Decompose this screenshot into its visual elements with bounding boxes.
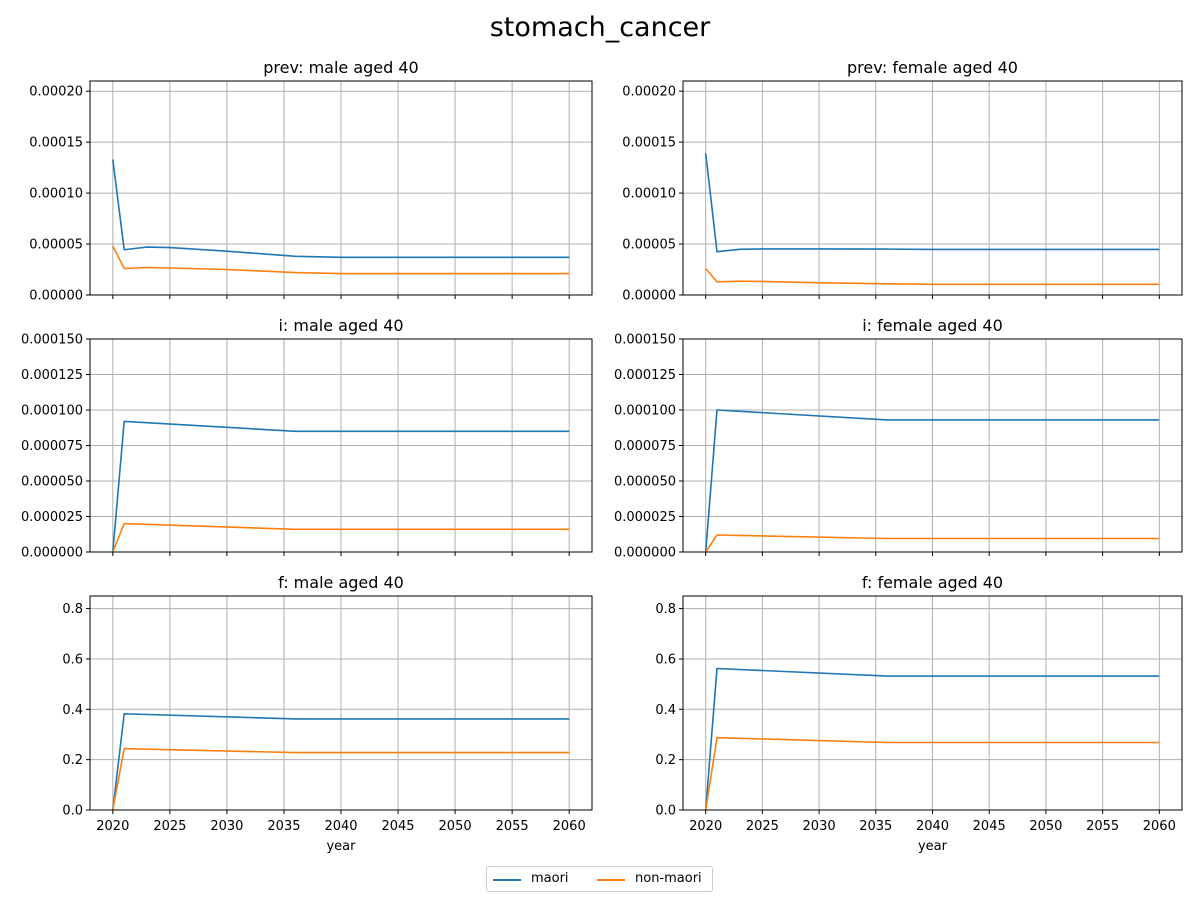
subplot-3: 0.000000 0.000025 0.000050 0.000075 0.000100… [21, 316, 593, 561]
series-line-maori [112, 420, 570, 553]
y-tick-label: 0.0 [655, 804, 676, 819]
y-tick-label: 0.000100 [21, 404, 83, 419]
x-tick-label: 2020 [96, 819, 129, 834]
series-line-non-maori [705, 267, 1160, 286]
subplot-title: prev: female aged 40 [847, 58, 1018, 77]
subplot-title: i: male aged 40 [278, 316, 403, 335]
y-tick-label: 0.2 [655, 753, 676, 768]
subplot-5: 0.0 0.2 0.4 0.6 0.8 2020 2025 2030 2035 2040 2045 2… [62, 573, 593, 854]
subplot-1: 0.00000 0.00005 0.00010 0.00015 0.00020 prev:… [29, 58, 593, 304]
y-tick-label: 0.8 [655, 602, 676, 617]
y-tick-label: 0.000125 [614, 368, 676, 383]
legend-label-maori: maori [531, 871, 569, 886]
y-tick-label: 0.00015 [622, 136, 676, 151]
y-tick-label: 0.0 [62, 804, 83, 819]
series-line-maori [112, 159, 570, 259]
y-tick-label: 0.000025 [614, 510, 676, 525]
y-tick-label: 0.000000 [21, 546, 83, 561]
y-tick-label: 0.000125 [21, 368, 83, 383]
x-tick-label: 2035 [859, 819, 892, 834]
y-tick-label: 0.00015 [29, 136, 83, 151]
y-tick-label: 0.4 [655, 703, 676, 718]
subplot-6: 0.0 0.2 0.4 0.6 0.8 2020 2025 2030 2035 2040 2045 2… [655, 573, 1183, 854]
y-tick-label: 0.6 [655, 652, 676, 667]
y-tick-label: 0.00005 [29, 238, 83, 253]
y-tick-label: 0.000075 [614, 439, 676, 454]
y-tick-label: 0.6 [62, 652, 83, 667]
series-line-maori [704, 667, 1160, 811]
series-line-non-maori [112, 245, 570, 275]
x-tick-label: 2055 [1086, 819, 1119, 834]
y-tick-label: 0.2 [62, 753, 83, 768]
legend-label-non-maori: non-maori [635, 871, 702, 886]
y-tick-label: 0.000000 [614, 546, 676, 561]
x-tick-label: 2045 [973, 819, 1006, 834]
series-line-non-maori [704, 736, 1160, 811]
x-tick-label: 2020 [689, 819, 722, 834]
y-tick-label: 0.00005 [622, 238, 676, 253]
x-tick-label: 2060 [553, 819, 586, 834]
x-tick-label: 2030 [210, 819, 243, 834]
legend-swatch-maori [493, 879, 521, 881]
x-tick-label: 2030 [803, 819, 836, 834]
subplot-title: f: female aged 40 [862, 573, 1003, 592]
x-axis-label: year [326, 839, 356, 854]
subplot-title: f: male aged 40 [278, 573, 404, 592]
x-tick-label: 2025 [153, 819, 186, 834]
y-tick-label: 0.000150 [21, 333, 83, 348]
series-line-maori [704, 153, 1160, 253]
y-tick-label: 0.000050 [21, 475, 83, 490]
x-tick-label: 2060 [1143, 819, 1176, 834]
x-tick-label: 2055 [496, 819, 529, 834]
x-axis-label: year [918, 839, 948, 854]
series-line-non-maori [112, 522, 570, 553]
y-tick-label: 0.000050 [614, 475, 676, 490]
series-line-non-maori [705, 534, 1160, 553]
y-tick-label: 0.4 [62, 703, 83, 718]
y-tick-label: 0.00010 [29, 187, 83, 202]
subplot-title: prev: male aged 40 [263, 58, 418, 77]
x-tick-label: 2040 [324, 819, 357, 834]
subplot-title: i: female aged 40 [862, 316, 1003, 335]
x-tick-label: 2050 [1029, 819, 1062, 834]
x-tick-label: 2050 [439, 819, 472, 834]
figure-title: stomach_cancer [489, 12, 711, 43]
y-tick-label: 0.000100 [614, 404, 676, 419]
y-tick-label: 0.000075 [21, 439, 83, 454]
legend: maori non-maori [486, 866, 713, 892]
y-tick-label: 0.00000 [622, 289, 676, 304]
y-tick-label: 0.000150 [614, 333, 676, 348]
x-tick-label: 2040 [916, 819, 949, 834]
subplot-2: 0.00000 0.00005 0.00010 0.00015 0.00020 prev:… [622, 58, 1183, 304]
subplot-4: 0.000000 0.000025 0.000050 0.000075 0.000100… [614, 316, 1183, 561]
y-tick-label: 0.000025 [21, 510, 83, 525]
y-tick-label: 0.00000 [29, 289, 83, 304]
y-tick-label: 0.00020 [29, 85, 83, 100]
legend-swatch-non-maori [597, 879, 625, 881]
x-tick-label: 2025 [746, 819, 779, 834]
y-tick-label: 0.00010 [622, 187, 676, 202]
series-line-maori [112, 712, 570, 811]
x-tick-label: 2045 [381, 819, 414, 834]
y-tick-label: 0.00020 [622, 85, 676, 100]
y-tick-label: 0.8 [62, 602, 83, 617]
series-line-maori [704, 409, 1160, 553]
x-tick-label: 2035 [267, 819, 300, 834]
series-line-non-maori [112, 747, 570, 811]
